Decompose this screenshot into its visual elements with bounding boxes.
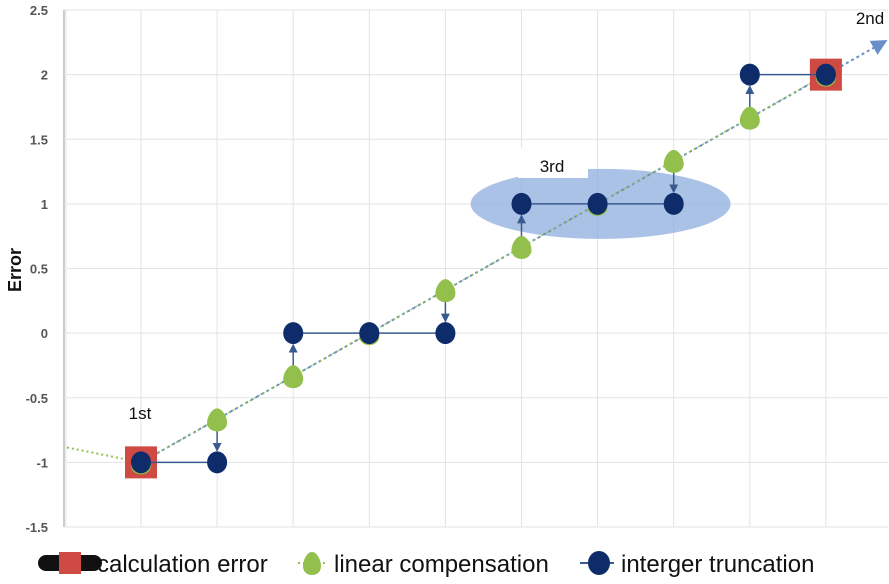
y-tick-label: 0 (41, 326, 48, 341)
y-tick-label: -1.5 (26, 520, 48, 535)
legend-square-marker (59, 552, 81, 574)
chart-overlays (66, 40, 888, 464)
annotation-2nd: 2nd (856, 9, 884, 28)
y-tick-label: 1 (41, 197, 48, 212)
legend-item-calculation-error: calculation error (38, 551, 268, 578)
y-tick-label: 2 (41, 68, 48, 83)
chart-series (125, 58, 842, 479)
annotation-1st: 1st (129, 404, 152, 423)
y-tick-label: -0.5 (26, 391, 48, 406)
annotation-3rd-background (518, 148, 588, 178)
integer-truncation-point (587, 192, 608, 215)
legend-label-interger-truncation: interger truncation (621, 551, 814, 578)
integer-truncation-point (283, 322, 304, 345)
legend-drop-marker (303, 552, 321, 575)
linear-compensation-line (140, 73, 827, 464)
linear-compensation-point (283, 365, 304, 389)
integer-truncation-point (131, 451, 151, 474)
linear-compensation-point (435, 279, 456, 303)
y-axis-label: Error (5, 248, 25, 292)
linear-compensation-point (207, 408, 228, 432)
y-tick-label: 1.5 (30, 132, 48, 147)
legend-label-calculation-error: calculation error (97, 551, 268, 578)
y-tick-label: -1 (36, 455, 48, 470)
integer-truncation-point (359, 322, 380, 345)
integer-truncation-point (739, 63, 760, 86)
integer-truncation-point (435, 322, 456, 345)
annotation-3rd: 3rd (540, 157, 565, 176)
legend-circle-marker (588, 551, 610, 575)
legend: calculation error linear compensation in… (38, 551, 814, 578)
legend-label-linear-compensation: linear compensation (334, 551, 549, 578)
y-tick-label: 2.5 (30, 3, 48, 18)
grid (63, 9, 888, 528)
integer-truncation-point (207, 451, 228, 474)
legend-item-linear-compensation: linear compensation (298, 551, 549, 578)
y-axis-ticks: 2.5 2 1.5 1 0.5 0 -0.5 -1 -1.5 (26, 3, 48, 535)
y-tick-label: 0.5 (30, 262, 48, 277)
linear-compensation-point (739, 106, 760, 130)
integer-truncation-point (815, 63, 836, 86)
linear-compensation-point (663, 149, 684, 173)
integer-truncation-point (663, 192, 684, 215)
linear-compensation-point (511, 235, 532, 259)
legend-item-interger-truncation: interger truncation (580, 551, 814, 578)
integer-truncation-point (511, 192, 532, 215)
